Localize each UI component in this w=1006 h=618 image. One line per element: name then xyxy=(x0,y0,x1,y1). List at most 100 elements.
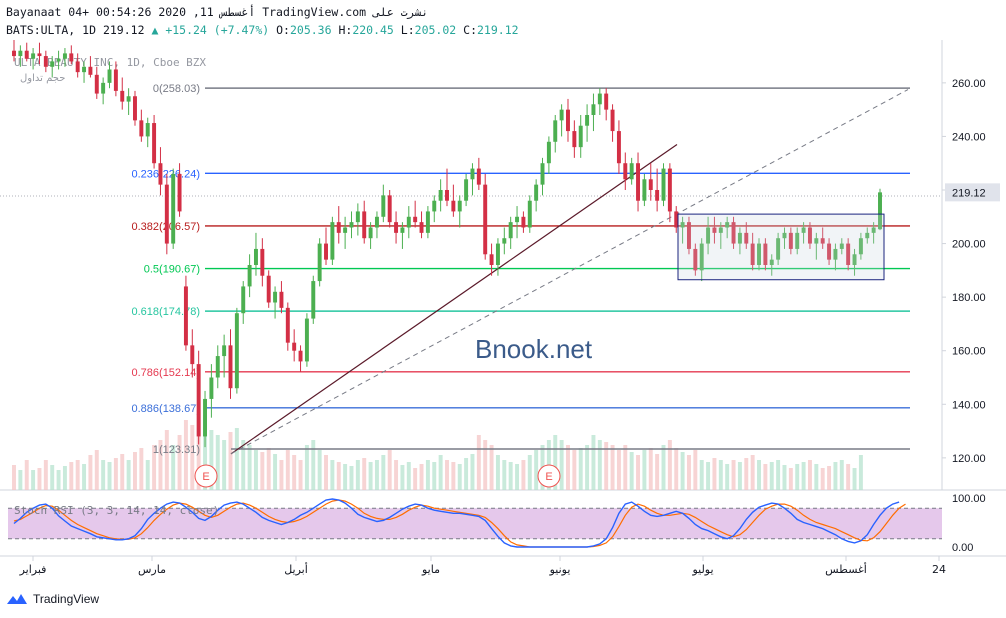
candle-body xyxy=(75,61,80,73)
tradingview-logo-icon xyxy=(7,594,27,604)
candle-body xyxy=(693,248,698,271)
candle-body xyxy=(139,120,144,137)
volume-bar xyxy=(744,458,749,490)
fibonacci-retracement[interactable]: 0.236(226.24)0.382(206.57)0.5(190.67)0.6… xyxy=(132,83,911,456)
volume-bar xyxy=(445,460,449,490)
candle-body xyxy=(285,307,290,343)
volume-bar xyxy=(419,464,424,490)
candle-body xyxy=(776,238,781,260)
volume-bar xyxy=(88,455,93,490)
volume-bar xyxy=(578,448,583,490)
candle-body xyxy=(330,222,335,260)
candle-body xyxy=(292,342,297,351)
volume-bar xyxy=(553,435,558,490)
candle-body xyxy=(763,243,768,265)
volume-bar xyxy=(196,410,201,490)
candle-body xyxy=(865,232,870,239)
candle-body xyxy=(260,248,265,276)
candle-body xyxy=(381,195,386,217)
candle-body xyxy=(655,190,660,201)
volume-bar xyxy=(438,455,443,490)
volume-bar xyxy=(164,430,169,490)
candle-body xyxy=(833,248,838,260)
volume-bar xyxy=(807,460,812,490)
volume-bar xyxy=(674,448,679,490)
candle-body xyxy=(737,232,742,244)
volume-bar xyxy=(667,440,672,490)
price-tick-label: 240.00 xyxy=(952,131,986,143)
volume-bar xyxy=(725,464,730,490)
candle-body xyxy=(610,109,615,132)
fib-level-label: 0.5(190.67) xyxy=(144,264,200,276)
candle-body xyxy=(521,216,526,228)
symbol-label[interactable]: BATS:ULTA, 1D xyxy=(6,23,97,37)
time-axis[interactable]: فبراير مارس أبريل مايو يونيو يوليو أغسطس 24 xyxy=(19,556,946,576)
volume-bar xyxy=(616,450,621,490)
volume-bar xyxy=(133,452,137,490)
candle-body xyxy=(311,281,316,319)
volume-bar xyxy=(31,470,36,490)
candle-body xyxy=(387,195,392,223)
consolidation-box[interactable] xyxy=(677,213,885,281)
candle-body xyxy=(807,227,812,244)
volume-bar xyxy=(343,464,348,490)
earnings-marker-label: E xyxy=(202,471,209,483)
volume-bar xyxy=(706,462,711,490)
time-tick-label: أغسطس xyxy=(825,562,867,576)
volume-bar xyxy=(279,460,284,490)
volume-bar xyxy=(158,440,163,490)
candle-body xyxy=(279,291,284,308)
candle-body xyxy=(814,238,819,244)
candle-body xyxy=(470,168,475,180)
time-tick-label: مايو xyxy=(421,563,440,576)
candle-body xyxy=(878,192,882,230)
candle-body xyxy=(648,179,653,190)
candle-body xyxy=(298,350,303,362)
candle-body xyxy=(43,56,48,67)
volume-bar xyxy=(273,454,278,490)
volume-bar xyxy=(788,468,793,490)
candle-body xyxy=(101,82,106,94)
candle-body xyxy=(699,243,704,271)
volume-bar xyxy=(247,445,252,490)
candle-body xyxy=(846,243,851,265)
time-tick-label: أبريل xyxy=(284,562,308,576)
stoch-tick-label: 0.00 xyxy=(952,542,973,554)
candle-body xyxy=(623,163,628,180)
high-label: H: xyxy=(338,23,353,37)
candle-body xyxy=(152,123,157,164)
candle-body xyxy=(113,69,118,91)
trend-lines[interactable] xyxy=(230,89,909,455)
footer-brand[interactable]: TradingView xyxy=(33,592,100,606)
volume-bar xyxy=(413,468,418,490)
price-axis[interactable]: 260.00240.00220.00200.00180.00160.00140.… xyxy=(942,78,1000,465)
candle-body xyxy=(629,163,634,180)
volume-bar xyxy=(731,460,736,490)
earnings-marker-circle xyxy=(537,464,561,488)
candle-body xyxy=(241,286,246,314)
volume-bar xyxy=(432,462,437,490)
volume-bar xyxy=(215,435,220,490)
volume-bar xyxy=(171,445,176,490)
volume-bar xyxy=(527,455,532,490)
candle-body xyxy=(457,200,462,212)
volume-bar xyxy=(387,450,392,490)
stoch-label: Stoch RSI (3, 3, 14, 14, close) xyxy=(14,504,219,517)
candle-body xyxy=(483,184,488,255)
candle-body xyxy=(686,222,691,249)
volume-bar xyxy=(502,460,507,490)
candle-body xyxy=(661,168,666,201)
volume-bar xyxy=(566,445,570,490)
candle-body xyxy=(852,254,857,265)
watermark: ULTA BEAUTY INC, 1D, Cboe BZX حجم تداول … xyxy=(14,56,593,364)
stoch-rsi-pane[interactable]: Stoch RSI (3, 3, 14, 14, close) 100.00 0.0… xyxy=(8,493,986,554)
volume-bar xyxy=(253,450,258,490)
stoch-band xyxy=(8,508,942,539)
volume-bar xyxy=(451,462,456,490)
volume-bar xyxy=(763,464,768,490)
candle-body xyxy=(578,125,583,148)
volume-bar xyxy=(757,460,761,490)
candle-body xyxy=(534,184,539,201)
